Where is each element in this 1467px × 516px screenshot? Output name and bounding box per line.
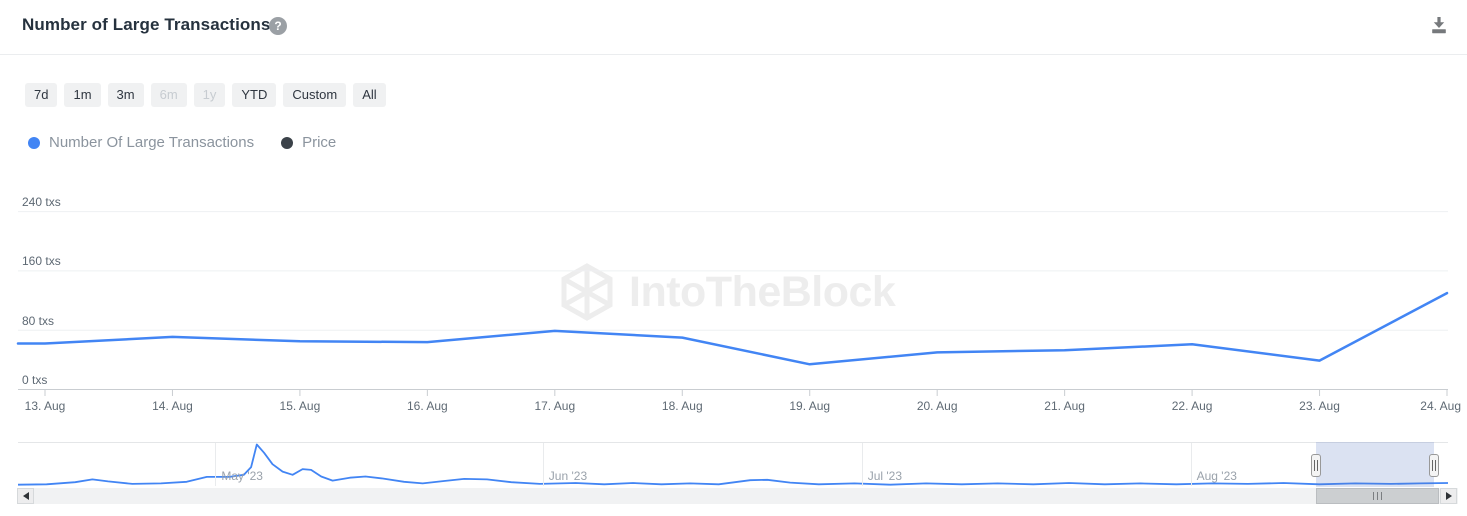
y-axis-label: 80 txs [22,313,55,328]
series-marker-icon [281,136,294,149]
legend-item-large-transactions[interactable]: Number Of Large Transactions [28,134,254,151]
navigator-month-separator [215,442,217,486]
navigator-month-separator [861,442,863,486]
navigator-month-label: Jul '23 [867,469,902,483]
navigator-month-separator [1190,442,1192,486]
range-button-6m: 6m [150,83,187,107]
x-axis-label: 23. Aug [1299,399,1340,413]
range-button-ytd[interactable]: YTD [232,83,277,107]
legend-label: Number Of Large Transactions [49,134,255,151]
chart-legend: Number Of Large Transactions Price [28,134,336,151]
y-axis-label: 0 txs [22,373,48,387]
page-title: Number of Large Transactions [22,15,271,34]
legend-label: Price [302,134,337,151]
scrollbar-right-button[interactable] [1440,488,1457,504]
series-marker-icon [28,136,40,149]
scroll-left-icon [22,492,29,500]
range-selector: 7d 1m 3m 6m 1y YTD Custom All [25,83,386,107]
range-button-7d[interactable]: 7d [25,83,58,107]
scroll-right-icon [1445,492,1452,500]
range-button-1y: 1y [193,83,226,107]
scrollbar-thumb[interactable] [1316,488,1439,504]
help-icon[interactable]: ? [269,17,287,35]
x-axis-label: 21. Aug [1044,399,1085,413]
navigator-month-label: Aug '23 [1196,469,1237,483]
download-icon [1432,17,1446,34]
range-button-custom[interactable]: Custom [283,83,347,107]
x-axis-label: 18. Aug [661,399,703,413]
y-axis-label: 240 txs [22,195,61,210]
x-axis-label: 19. Aug [789,399,831,413]
navigator-selection[interactable] [1316,442,1434,487]
x-axis-label: 20. Aug [916,399,958,413]
x-axis-label: 17. Aug [534,399,576,413]
navigator-month-separator [542,442,544,486]
x-axis-label: 13. Aug [24,399,66,413]
navigator-month-label: Jun '23 [548,469,588,483]
x-axis-label: 15. Aug [279,399,321,413]
x-axis-label: 24. Aug [1420,399,1461,413]
scrollbar-left-button[interactable] [17,488,34,504]
legend-item-price[interactable]: Price [281,134,336,151]
chart-header: Number of Large Transactions ? [0,0,1467,55]
navigator-handle-right[interactable] [1428,454,1439,477]
x-axis-label: 14. Aug [152,399,193,413]
scrollbar-track[interactable] [17,488,1458,504]
x-axis-label: 16. Aug [407,399,448,413]
navigator-month-label: May '23 [221,469,263,483]
range-button-all[interactable]: All [353,83,386,107]
range-button-1m[interactable]: 1m [64,83,101,107]
navigator-area[interactable] [18,442,1448,487]
range-button-3m[interactable]: 3m [107,83,144,107]
navigator-handle-left[interactable] [1311,454,1322,477]
download-button[interactable] [1428,15,1450,37]
x-axis-label: 22. Aug [1171,399,1213,413]
y-axis-label: 160 txs [22,254,61,269]
